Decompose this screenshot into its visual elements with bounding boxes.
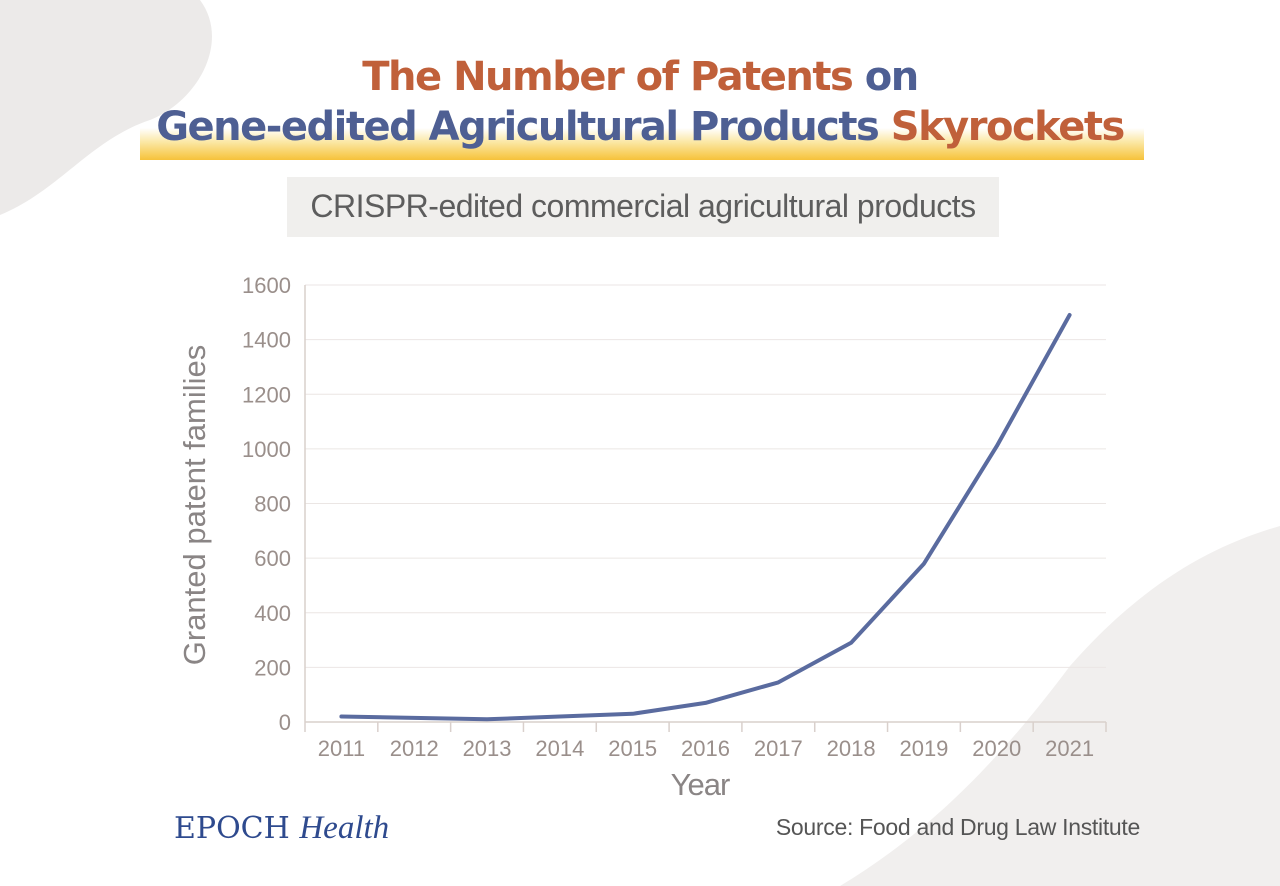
y-tick-label: 800	[254, 492, 291, 517]
x-tick-label: 2015	[608, 736, 657, 761]
y-tick-label: 0	[279, 710, 291, 735]
series-line	[339, 313, 1072, 722]
title-line-2: Gene-edited Agricultural Products Skyroc…	[0, 102, 1280, 152]
x-tick-label: 2020	[972, 736, 1021, 761]
title-text-orange: Skyrockets	[890, 104, 1126, 150]
y-tick-label: 1400	[242, 328, 291, 353]
title-text-blue: Gene-edited Agricultural Products	[156, 104, 880, 150]
title-text-blue: on	[864, 54, 919, 100]
title-highlight-bar	[140, 128, 1144, 160]
x-tick-label: 2013	[463, 736, 512, 761]
y-tick-label: 200	[254, 655, 291, 680]
chart-subtitle: CRISPR-edited commercial agricultural pr…	[287, 177, 999, 237]
y-tick-label: 1200	[242, 382, 291, 407]
y-tick-label: 1600	[242, 273, 291, 298]
x-tick-label: 2019	[899, 736, 948, 761]
y-tick-label: 1000	[242, 437, 291, 462]
x-tick-label: 2012	[390, 736, 439, 761]
logo-product: Health	[299, 810, 390, 846]
x-tick-label: 2014	[535, 736, 584, 761]
x-tick-label: 2011	[318, 736, 365, 761]
x-tick-label: 2021	[1045, 736, 1094, 761]
x-tick-label: 2018	[827, 736, 876, 761]
y-axis-ticks: 0 200 400 600 800 1000 1200 1400 1600	[242, 273, 291, 735]
x-tick-label: 2016	[681, 736, 730, 761]
x-axis-ticks: 2011 2012 2013 2014 2015 2016 2017 2018 2019 2020…	[304, 722, 1107, 761]
grid-lines	[305, 284, 1106, 668]
y-axis-label: Granted patent families	[177, 345, 212, 666]
source-note: Source: Food and Drug Law Institute	[775, 814, 1140, 840]
background-blob-top-left	[0, 0, 212, 215]
title-line-1: The Number of Patents on	[0, 52, 1280, 102]
page-title: The Number of Patents on Gene-edited Agr…	[0, 52, 1280, 152]
title-text-orange: The Number of Patents	[362, 54, 854, 100]
background-blob-bottom-right	[840, 526, 1280, 886]
x-tick-label: 2017	[754, 736, 803, 761]
y-tick-label: 400	[254, 601, 291, 626]
epoch-health-logo: EPOCH Health	[174, 810, 389, 847]
y-tick-label: 600	[254, 546, 291, 571]
logo-brand: EPOCH	[174, 811, 290, 846]
x-axis-label: Year	[671, 767, 730, 802]
